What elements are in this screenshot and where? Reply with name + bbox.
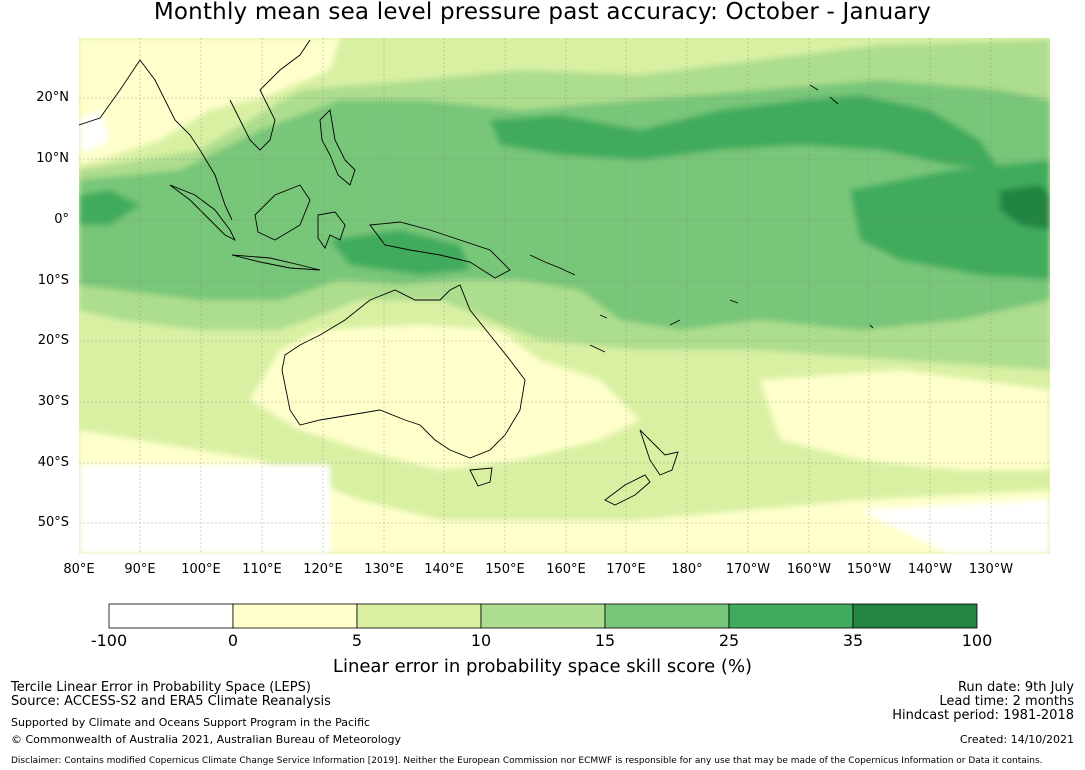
colorbar-tick: 15 [594,631,616,650]
lon-label: 140°E [424,562,464,577]
lon-label: 170°E [606,562,646,577]
lon-label: 110°E [242,562,282,577]
lon-label: 130°E [364,562,404,577]
colorbar [108,603,978,629]
skill-region-neg-se [860,500,1050,554]
coast-asia [79,39,311,221]
coast-java [231,254,321,271]
coast-australia [281,284,526,459]
lat-label: 20°S [37,333,69,348]
colorbar-tick: 25 [718,631,740,650]
footer-hindcast-period: Hindcast period: 1981-2018 [892,708,1074,723]
footer-run-date: Run date: 9th July [957,680,1074,695]
colorbar-tick: 100 [961,631,993,650]
lon-label: 120°E [303,562,343,577]
lon-label: 150°W [846,562,892,577]
footer-source: Source: ACCESS-S2 and ERA5 Climate Reana… [11,694,331,709]
lon-label: 170°W [725,562,771,577]
lon-label: 180° [671,562,703,577]
colorbar-bin [356,603,482,629]
colorbar-bin [232,603,358,629]
lat-label: 50°S [37,515,69,530]
skill-region-0-5-north [79,38,340,165]
lat-label: 30°S [37,394,69,409]
colorbar-tick: 5 [351,631,363,650]
coast-philippines [319,109,356,186]
lon-label: 150°E [485,562,525,577]
colorbar-tick: 10 [470,631,492,650]
lat-label: 20°N [36,90,69,105]
colorbar-label: Linear error in probability space skill … [332,656,753,677]
footer-support: Supported by Climate and Oceans Support … [11,716,371,729]
coast-sumatra [169,184,237,242]
map-title: Monthly mean sea level pressure past acc… [153,0,932,25]
lat-label: 40°S [37,455,69,470]
lon-label: 160°E [546,562,586,577]
lon-label: 160°W [786,562,832,577]
footer-lead-time: Lead time: 2 months [939,694,1074,709]
coast-islands [529,84,874,353]
skill-region-25-35-north [490,95,1000,170]
coast-nz-south [604,474,651,506]
skill-region-0-5-australia [250,325,640,470]
skill-region-neg-sw [79,465,330,554]
colorbar-bin [480,603,606,629]
lon-label: 100°E [181,562,221,577]
lon-label: 90°E [124,562,156,577]
coast-nz-north [639,429,679,476]
footer-disclaimer: Disclaimer: Contains modified Copernicus… [11,756,1043,766]
colorbar-tick: 35 [842,631,864,650]
lon-label: 130°W [968,562,1014,577]
coast-sulawesi [317,211,346,249]
coast-tasmania [469,467,493,487]
colorbar-bin [852,603,978,629]
colorbar-tick: -100 [90,631,128,650]
lon-label: 140°W [907,562,953,577]
footer-created: Created: 14/10/2021 [959,733,1074,746]
coast-new-guinea [369,221,511,279]
colorbar-bin [728,603,854,629]
skill-map [79,38,1050,554]
lat-label: 0° [54,212,69,227]
colorbar-bin [604,603,730,629]
lon-label: 80°E [63,562,95,577]
skill-region-neg-nw [79,110,110,150]
footer-copyright: © Commonwealth of Australia 2021, Austra… [11,733,401,746]
lat-label: 10°N [36,151,69,166]
skill-region-35-100 [1000,185,1050,230]
skill-region-25-35-west [79,190,140,225]
colorbar-bin [108,603,234,629]
skill-region-0-5-east [760,370,1050,470]
footer-method: Tercile Linear Error in Probability Spac… [11,680,311,695]
coast-borneo [254,184,311,241]
lat-label: 10°S [37,273,69,288]
skill-region-25-35-png [330,230,470,275]
colorbar-tick: 0 [227,631,239,650]
